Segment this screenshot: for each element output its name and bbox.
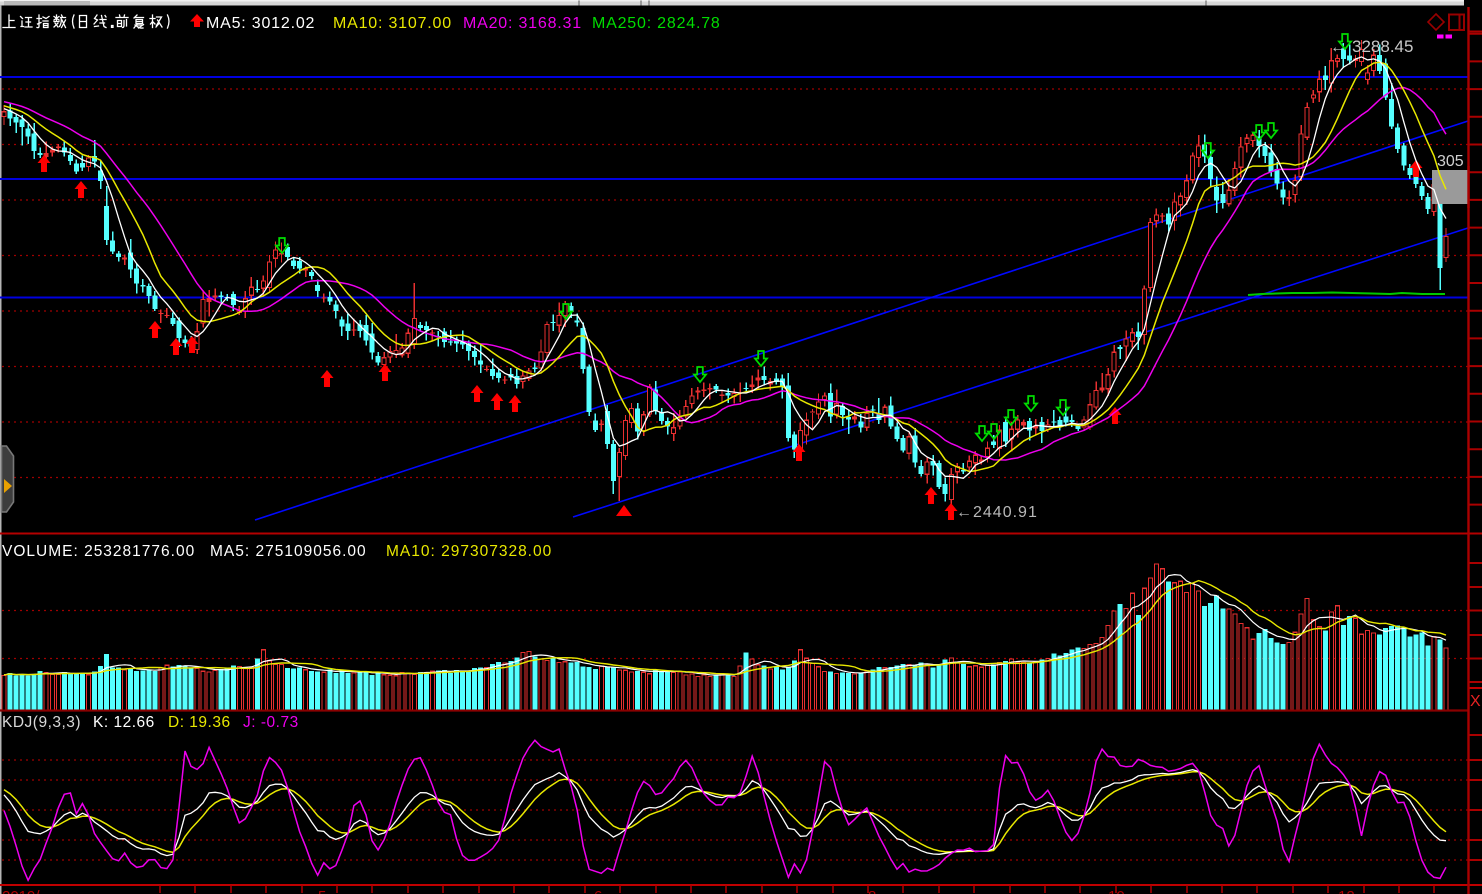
svg-text:J: -0.73: J: -0.73 [243, 714, 299, 731]
svg-text:←2440.91: ←2440.91 [956, 504, 1038, 521]
svg-text:8: 8 [868, 888, 876, 894]
svg-text:2019/: 2019/ [2, 888, 40, 894]
svg-text:MA250: 2824.78: MA250: 2824.78 [592, 15, 721, 32]
svg-text:305: 305 [1437, 153, 1464, 170]
svg-text:KDJ(9,3,3): KDJ(9,3,3) [2, 714, 81, 731]
svg-text:K: 12.66: K: 12.66 [93, 714, 155, 731]
svg-text:6: 6 [594, 888, 602, 894]
svg-text:←: ← [1330, 39, 1346, 56]
svg-text:5: 5 [318, 888, 326, 894]
svg-text:MA20: 3168.31: MA20: 3168.31 [463, 15, 582, 32]
svg-text:VOLUME: 253281776.00: VOLUME: 253281776.00 [2, 543, 195, 560]
svg-text:MA10: 297307328.00: MA10: 297307328.00 [386, 543, 552, 560]
svg-text:10: 10 [1108, 888, 1125, 894]
svg-text:12: 12 [1338, 888, 1355, 894]
svg-text:D: 19.36: D: 19.36 [168, 714, 231, 731]
svg-text:MA10: 3107.00: MA10: 3107.00 [333, 15, 452, 32]
svg-text:MA5: 3012.02: MA5: 3012.02 [206, 15, 315, 32]
svg-text:MA5: 275109056.00: MA5: 275109056.00 [210, 543, 367, 560]
svg-text:3288.45: 3288.45 [1352, 37, 1413, 56]
svg-text:X: X [1470, 693, 1481, 710]
